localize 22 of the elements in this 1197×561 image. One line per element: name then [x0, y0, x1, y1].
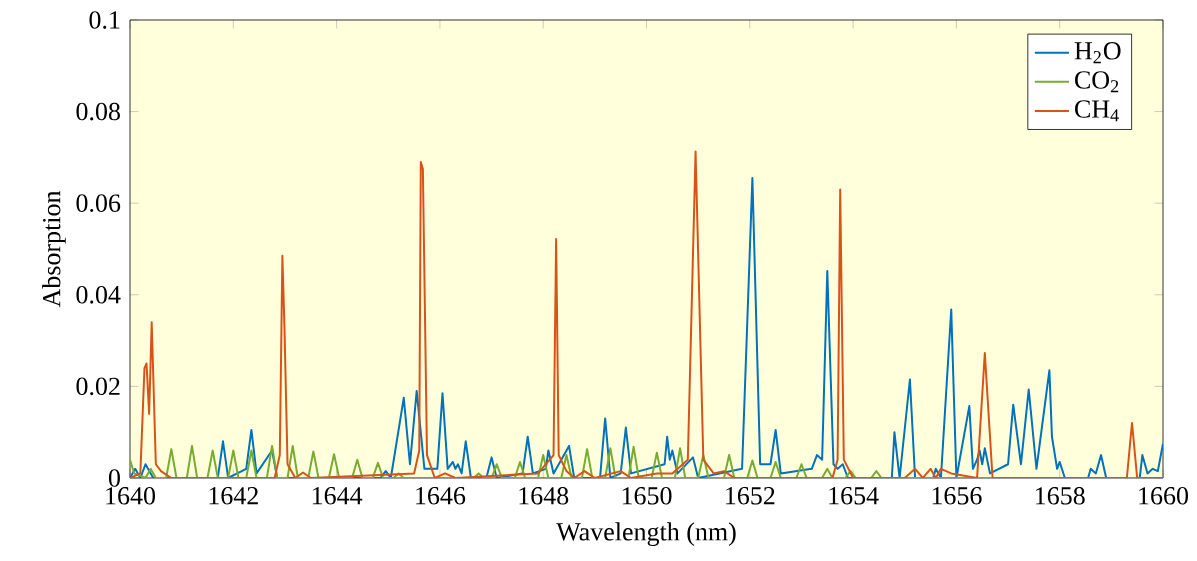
- x-tick-label: 1660: [1139, 487, 1189, 505]
- y-axis-title: Absorption: [42, 190, 66, 308]
- x-tick-label: 1650: [622, 487, 672, 505]
- x-tick-label: 1642: [209, 487, 258, 505]
- y-tick-label: 0.08: [76, 102, 120, 121]
- x-tick-label: 1648: [519, 487, 569, 505]
- legend-label: H$_{2}$O: [1074, 42, 1121, 64]
- x-tick-label: 1640: [106, 487, 156, 505]
- y-tick-label: 0.06: [76, 194, 121, 213]
- x-tick-label: 1654: [829, 487, 879, 505]
- x-tick-label: 1658: [1035, 487, 1085, 505]
- y-tick-label: 0.1: [89, 11, 120, 29]
- legend-label: CH$_{4}$: [1075, 100, 1119, 122]
- legend-label: CO$_{2}$: [1075, 71, 1119, 93]
- x-axis-title: Wavelength (nm): [556, 522, 736, 546]
- x-tick-label: 1656: [932, 487, 982, 505]
- x-tick-label: 1646: [416, 487, 466, 505]
- y-tick-label: 0.04: [76, 285, 121, 304]
- y-tick-label: 0: [108, 469, 120, 487]
- y-tick-label: 0.02: [76, 377, 120, 396]
- x-tick-label: 1644: [312, 487, 363, 505]
- x-tick-label: 1652: [726, 487, 775, 505]
